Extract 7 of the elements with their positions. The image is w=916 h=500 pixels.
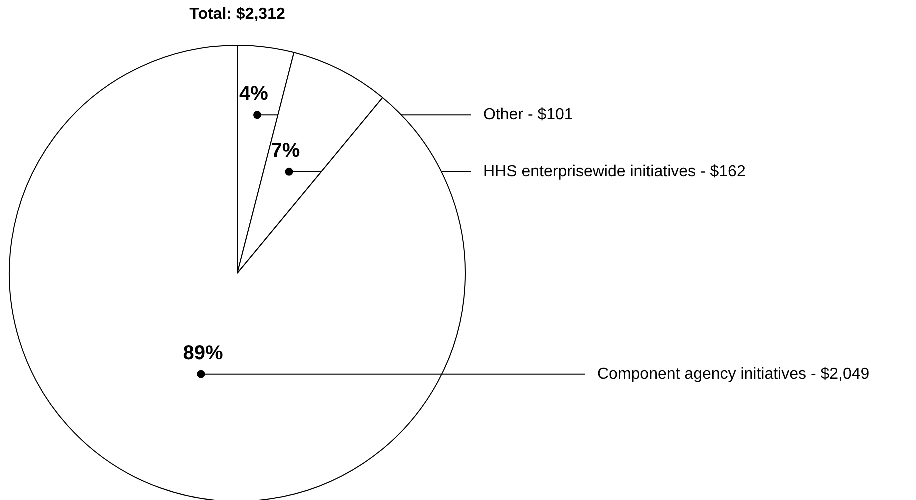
chart-title: Total: $2,312 (190, 6, 286, 23)
data-label: 89% (183, 342, 224, 364)
data-label: 4% (240, 83, 269, 106)
slice-label: Component agency initiatives - $2,049 (598, 366, 870, 383)
slice-label: Other - $101 (484, 106, 574, 124)
data-label: 7% (271, 140, 300, 162)
slice-label: HHS enterprisewide initiatives - $162 (484, 163, 746, 180)
